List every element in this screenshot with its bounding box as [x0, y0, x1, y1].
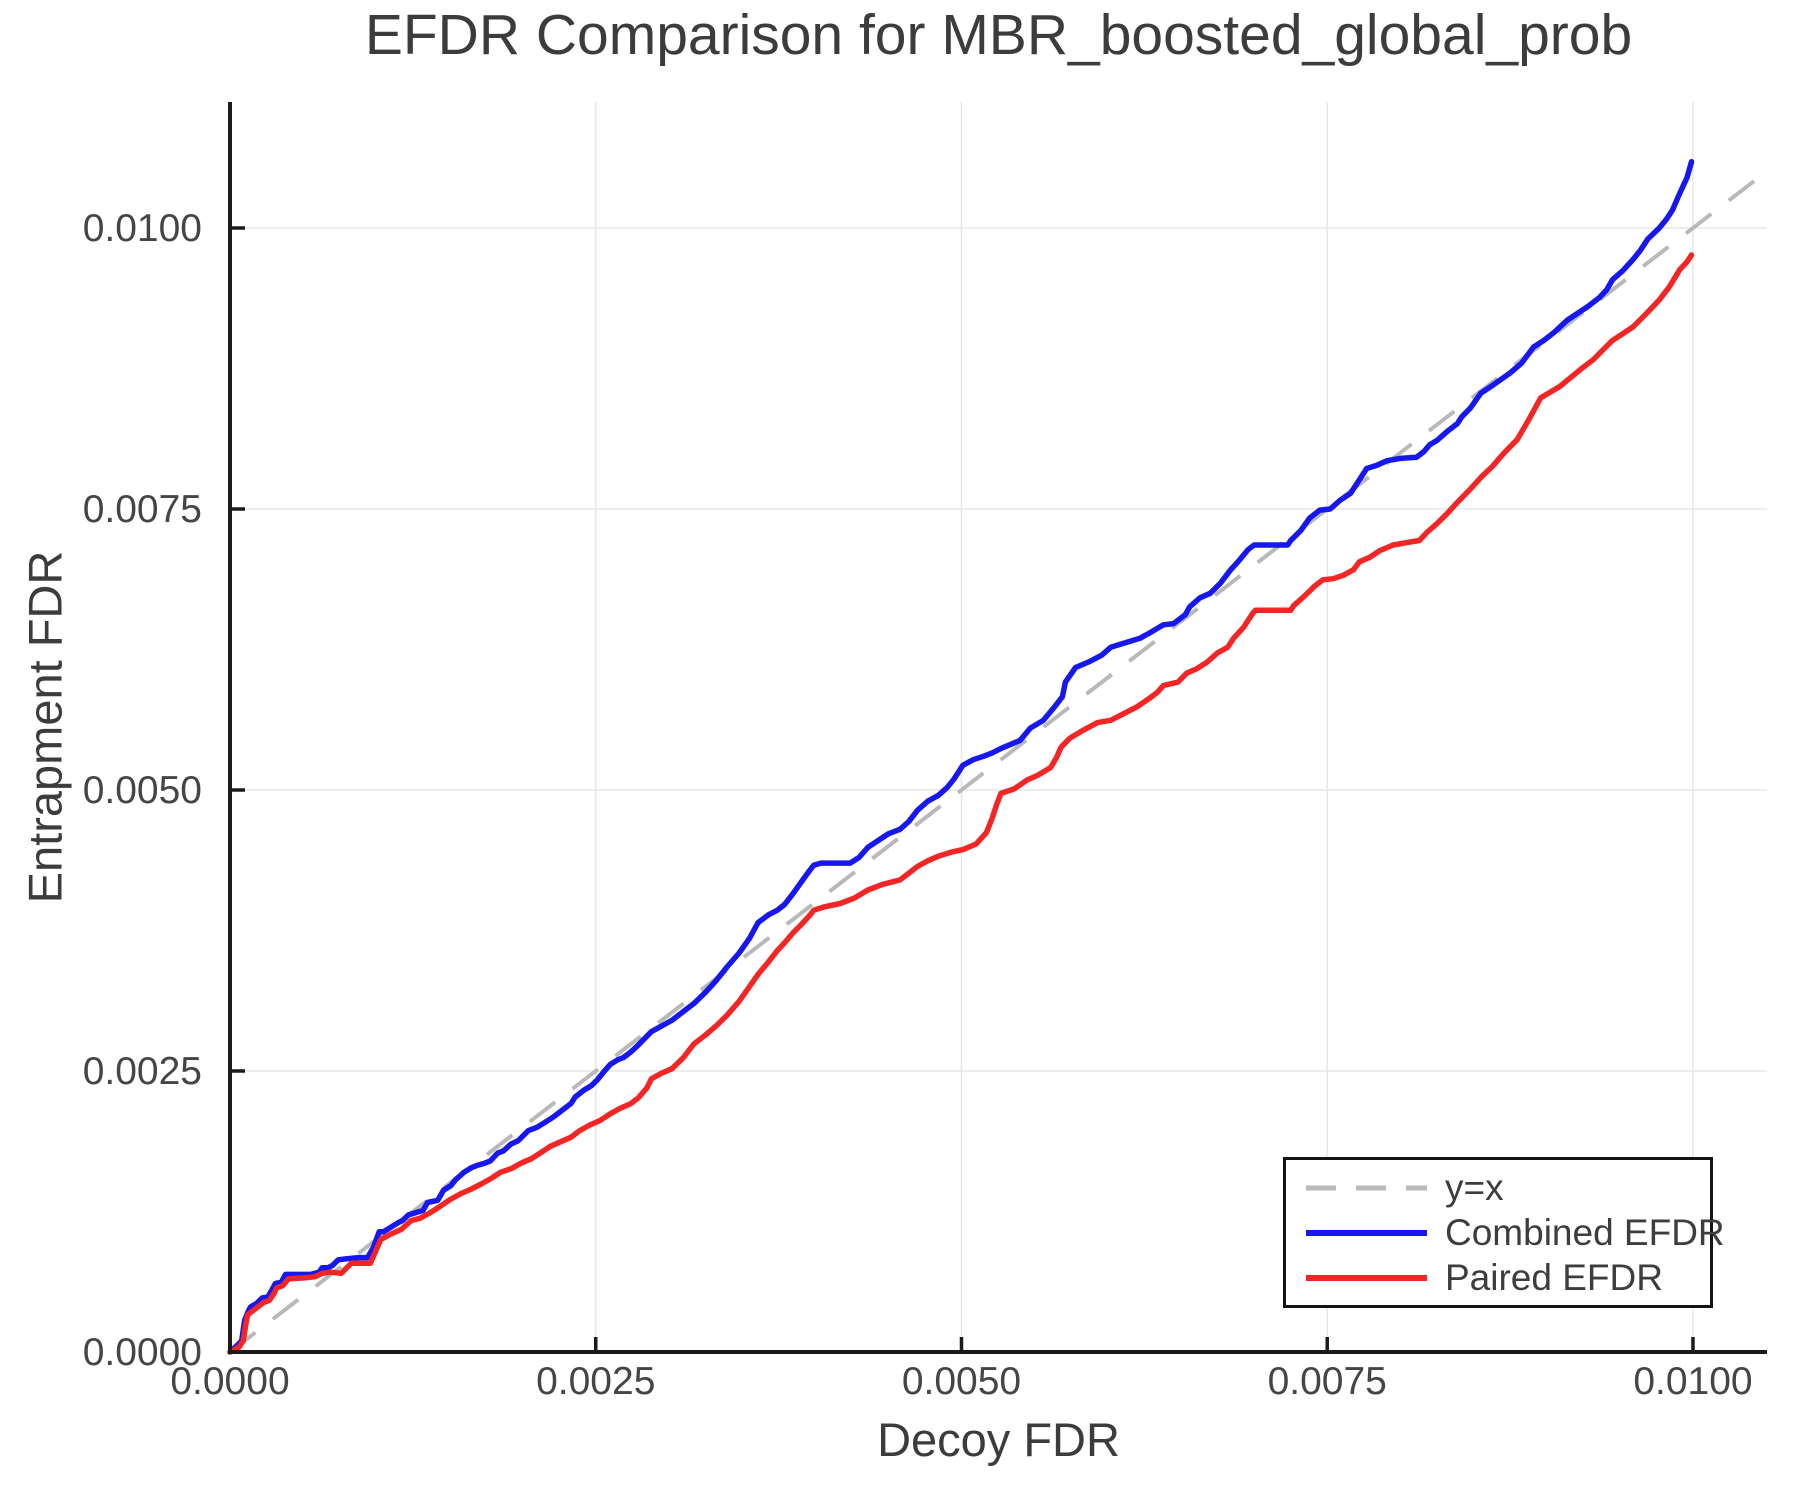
x-tick-label: 0.0100 — [1633, 1360, 1752, 1403]
legend-row-combined: Combined EFDR — [1304, 1210, 1725, 1255]
x-tick-label: 0.0050 — [902, 1360, 1021, 1403]
y-tick-label: 0.0025 — [83, 1050, 202, 1093]
combined-line-swatch — [1306, 1229, 1427, 1236]
legend: y=x Combined EFDR Paired EFDR — [1283, 1157, 1725, 1308]
series-line-0 — [227, 158, 1695, 1355]
legend-row-reference: y=x — [1304, 1165, 1710, 1210]
legend-label-reference: y=x — [1445, 1167, 1504, 1208]
x-tick-label: 0.0025 — [536, 1360, 655, 1403]
y-tick-label: 0.0050 — [83, 769, 202, 812]
y-tick-label: 0.0000 — [83, 1331, 202, 1374]
x-axis-title: Decoy FDR — [877, 1413, 1120, 1466]
series-line-1 — [227, 252, 1695, 1355]
y-tick-label: 0.0075 — [83, 488, 202, 531]
chart-title: EFDR Comparison for MBR_boosted_global_p… — [364, 3, 1633, 67]
y-tick-label: 0.0100 — [83, 207, 202, 250]
y-axis-title: Entrapment FDR — [18, 550, 72, 904]
x-tick-label: 0.0075 — [1268, 1360, 1387, 1403]
legend-row-paired: Paired EFDR — [1304, 1255, 1710, 1300]
legend-label-combined: Combined EFDR — [1445, 1212, 1725, 1253]
x-tick-label: 0.0000 — [170, 1360, 289, 1403]
paired-line-swatch — [1306, 1274, 1427, 1281]
dashed-line-swatch — [1306, 1185, 1427, 1190]
legend-label-paired: Paired EFDR — [1445, 1257, 1663, 1298]
